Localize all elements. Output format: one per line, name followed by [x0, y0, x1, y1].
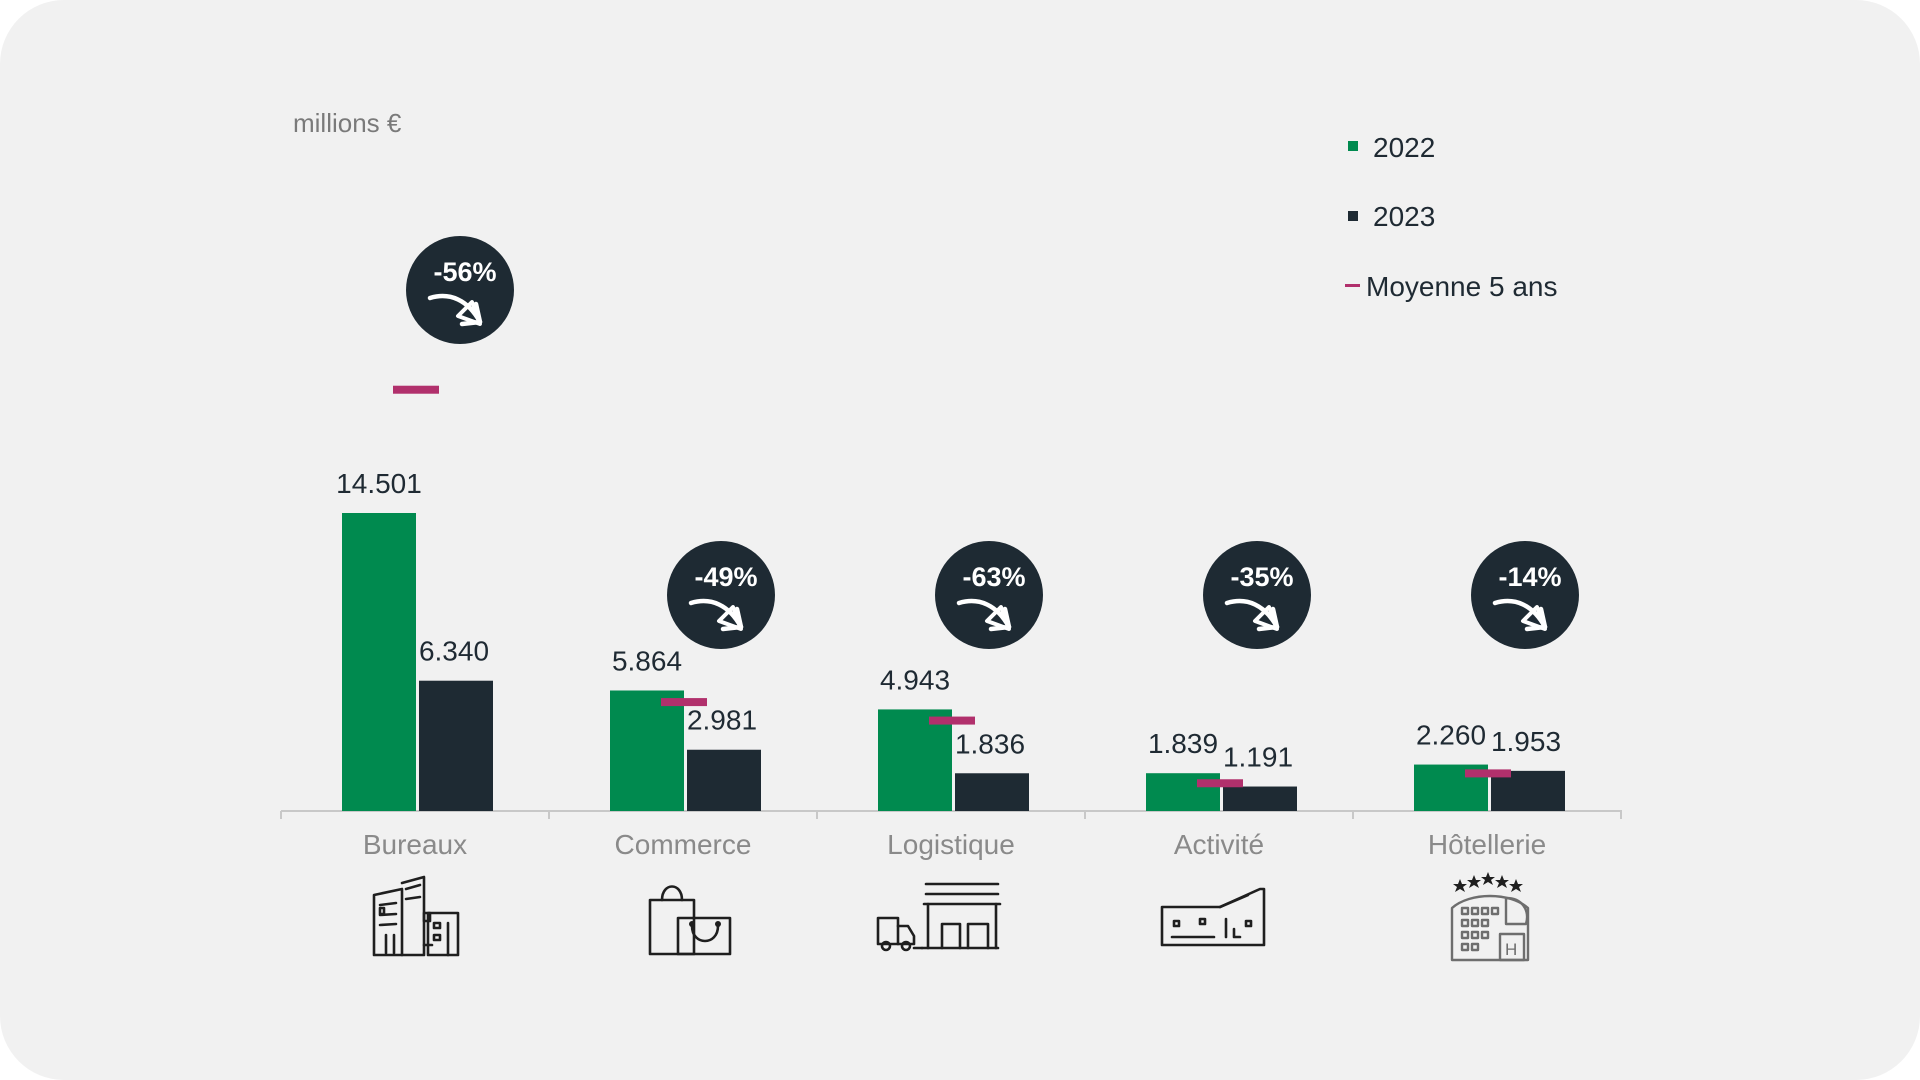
badge-circle [1203, 541, 1311, 649]
category-label-0: Bureaux [363, 829, 467, 860]
down-right-arrow-icon [688, 598, 744, 632]
legend-label-2022: 2022 [1373, 132, 1435, 163]
category-label-2: Logistique [887, 829, 1015, 860]
legend-label-average: Moyenne 5 ans [1366, 271, 1557, 302]
bar-2022-0 [342, 513, 416, 811]
down-right-arrow-icon [956, 598, 1012, 632]
value-label-2022-0: 14.501 [336, 468, 422, 499]
office-buildings-icon [372, 875, 460, 957]
badge-percent: -63% [962, 562, 1025, 592]
change-badge-1: -49% [667, 541, 775, 649]
factory-icon [1160, 887, 1266, 947]
bar-2022-3 [1146, 773, 1220, 811]
bar-2022-1 [610, 690, 684, 811]
change-badges: -56% -49% -63% -35% -14% [406, 236, 1579, 649]
value-label-2023-0: 6.340 [419, 636, 489, 667]
category-label-1: Commerce [615, 829, 752, 860]
value-label-2023-4: 1.953 [1491, 726, 1561, 757]
average-marker-2 [929, 716, 975, 725]
bar-2023-3 [1223, 786, 1297, 811]
warehouse-truck-icon [876, 882, 1002, 952]
x-axis-ticks [280, 811, 1622, 819]
svg-text:H: H [1505, 940, 1517, 959]
legend-swatch-average [1345, 284, 1360, 287]
value-label-2022-4: 2.260 [1416, 720, 1486, 751]
down-right-arrow-icon [1492, 598, 1548, 632]
bars [342, 513, 1565, 811]
badge-circle [406, 236, 514, 344]
badge-percent: -49% [694, 562, 757, 592]
shopping-bags-icon [648, 885, 732, 956]
average-markers [393, 385, 1511, 788]
value-label-2022-1: 5.864 [612, 645, 682, 676]
legend-swatch-2022 [1348, 141, 1358, 151]
category-label-3: Activité [1174, 829, 1264, 860]
average-marker-3 [1197, 779, 1243, 788]
category-icons: H [372, 872, 1530, 962]
down-right-arrow-icon [427, 293, 483, 327]
bar-2022-2 [878, 709, 952, 811]
badge-percent: -14% [1498, 562, 1561, 592]
value-label-2023-3: 1.191 [1223, 742, 1293, 773]
average-marker-0 [393, 385, 439, 394]
hotel-icon: H [1450, 872, 1530, 962]
bar-2023-4 [1491, 770, 1565, 811]
value-label-2023-2: 1.836 [955, 728, 1025, 759]
average-marker-4 [1465, 769, 1511, 778]
legend-label-2023: 2023 [1373, 201, 1435, 232]
change-badge-4: -14% [1471, 541, 1579, 649]
average-marker-1 [661, 698, 707, 707]
badge-circle [1471, 541, 1579, 649]
unit-label: millions € [293, 108, 402, 138]
value-label-2022-3: 1.839 [1148, 728, 1218, 759]
value-label-2022-2: 4.943 [880, 664, 950, 695]
badge-circle [935, 541, 1043, 649]
category-label-4: Hôtellerie [1428, 829, 1546, 860]
change-badge-2: -63% [935, 541, 1043, 649]
bar-2023-0 [419, 680, 493, 811]
change-badge-3: -35% [1203, 541, 1311, 649]
change-badge-0: -56% [406, 236, 514, 344]
value-label-2023-1: 2.981 [687, 705, 757, 736]
legend-swatch-2023 [1348, 211, 1358, 221]
category-labels: Bureaux Commerce Logistique Activité Hôtelle… [363, 829, 1546, 860]
bar-2023-1 [687, 749, 761, 811]
badge-circle [667, 541, 775, 649]
legend: 2022 2023 Moyenne 5 ans [1345, 132, 1557, 302]
down-right-arrow-icon [1224, 598, 1280, 632]
badge-percent: -56% [433, 257, 496, 287]
bar-2023-2 [955, 773, 1029, 811]
badge-percent: -35% [1230, 562, 1293, 592]
